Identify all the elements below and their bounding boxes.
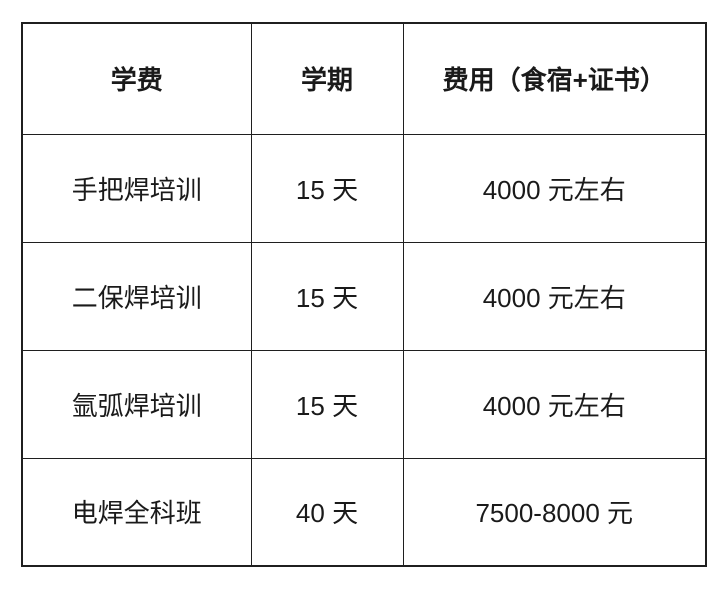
cell-fee: 4000 元左右 — [402, 241, 707, 351]
cell-fee: 4000 元左右 — [402, 349, 707, 459]
cell-course: 手把焊培训 — [21, 133, 252, 243]
cell-term: 15 天 — [250, 133, 404, 243]
table-row: 电焊全科班 40 天 7500-8000 元 — [21, 457, 707, 567]
cell-term: 15 天 — [250, 241, 404, 351]
table-header-row: 学费 学期 费用（食宿+证书） — [21, 22, 707, 135]
header-cell-course: 学费 — [21, 22, 252, 135]
table-row: 氩弧焊培训 15 天 4000 元左右 — [21, 349, 707, 459]
header-cell-fee: 费用（食宿+证书） — [402, 22, 707, 135]
table-row: 手把焊培训 15 天 4000 元左右 — [21, 133, 707, 243]
header-cell-term: 学期 — [250, 22, 404, 135]
cell-course: 氩弧焊培训 — [21, 349, 252, 459]
cell-course: 二保焊培训 — [21, 241, 252, 351]
cell-fee: 7500-8000 元 — [402, 457, 707, 567]
tuition-fee-table: 学费 学期 费用（食宿+证书） 手把焊培训 15 天 4000 元左右 二保焊培… — [21, 22, 707, 567]
cell-fee: 4000 元左右 — [402, 133, 707, 243]
cell-term: 40 天 — [250, 457, 404, 567]
cell-term: 15 天 — [250, 349, 404, 459]
cell-course: 电焊全科班 — [21, 457, 252, 567]
table-row: 二保焊培训 15 天 4000 元左右 — [21, 241, 707, 351]
